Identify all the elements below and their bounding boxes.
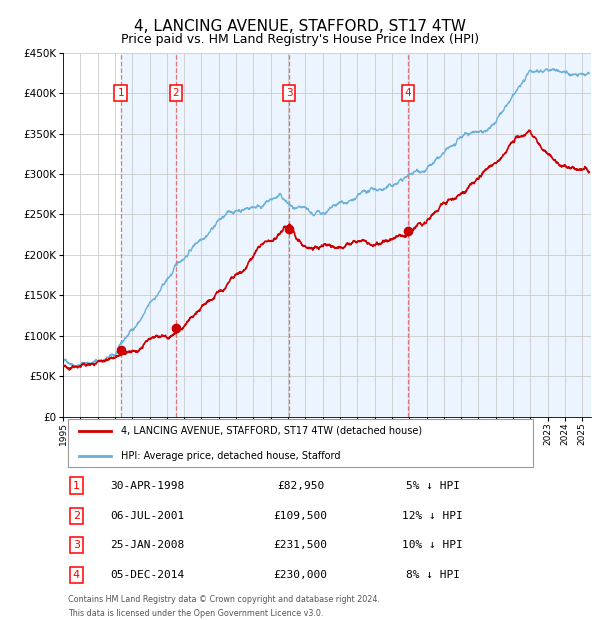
- FancyBboxPatch shape: [68, 418, 533, 466]
- Text: 30-APR-1998: 30-APR-1998: [110, 480, 185, 490]
- Text: 1: 1: [73, 480, 80, 490]
- Text: This data is licensed under the Open Government Licence v3.0.: This data is licensed under the Open Gov…: [68, 609, 323, 618]
- Text: 8% ↓ HPI: 8% ↓ HPI: [406, 570, 460, 580]
- Text: 4: 4: [73, 570, 80, 580]
- Bar: [289, 53, 408, 417]
- Text: 05-DEC-2014: 05-DEC-2014: [110, 570, 185, 580]
- Text: 25-JAN-2008: 25-JAN-2008: [110, 540, 185, 550]
- Text: Price paid vs. HM Land Registry's House Price Index (HPI): Price paid vs. HM Land Registry's House …: [121, 33, 479, 46]
- Text: 4, LANCING AVENUE, STAFFORD, ST17 4TW: 4, LANCING AVENUE, STAFFORD, ST17 4TW: [134, 19, 466, 33]
- Text: 5% ↓ HPI: 5% ↓ HPI: [406, 480, 460, 490]
- Text: 3: 3: [73, 540, 80, 550]
- Text: 1: 1: [118, 88, 124, 98]
- Text: 10% ↓ HPI: 10% ↓ HPI: [402, 540, 463, 550]
- Text: £109,500: £109,500: [274, 511, 328, 521]
- Text: 4: 4: [404, 88, 411, 98]
- Text: 4, LANCING AVENUE, STAFFORD, ST17 4TW (detached house): 4, LANCING AVENUE, STAFFORD, ST17 4TW (d…: [121, 426, 422, 436]
- Bar: [176, 53, 289, 417]
- Text: £82,950: £82,950: [277, 480, 324, 490]
- Bar: [408, 53, 591, 417]
- Text: 2: 2: [173, 88, 179, 98]
- Text: 2: 2: [73, 511, 80, 521]
- Text: 12% ↓ HPI: 12% ↓ HPI: [402, 511, 463, 521]
- Text: £230,000: £230,000: [274, 570, 328, 580]
- Text: £231,500: £231,500: [274, 540, 328, 550]
- Bar: [121, 53, 176, 417]
- Text: 06-JUL-2001: 06-JUL-2001: [110, 511, 185, 521]
- Text: HPI: Average price, detached house, Stafford: HPI: Average price, detached house, Staf…: [121, 451, 341, 461]
- Text: 3: 3: [286, 88, 293, 98]
- Text: Contains HM Land Registry data © Crown copyright and database right 2024.: Contains HM Land Registry data © Crown c…: [68, 595, 380, 604]
